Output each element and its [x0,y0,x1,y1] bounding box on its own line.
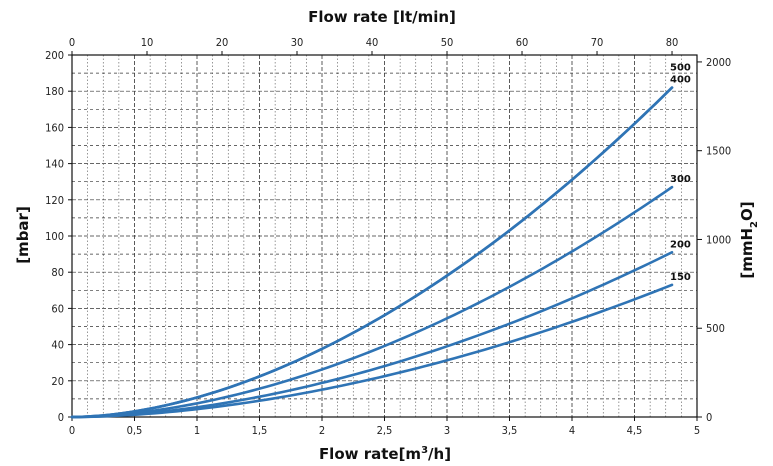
left-axis-title: [mbar] [14,206,32,264]
curve-label-400: 400 [670,75,691,86]
curves [70,86,674,419]
bottom-tick-label: 5 [694,424,700,437]
left-tick-label: 200 [45,49,64,62]
bottom-tick-label: 4 [569,424,575,437]
grid [72,55,697,417]
bottom-tick-label: 3,5 [502,424,518,437]
bottom-tick-label: 2,5 [377,424,393,437]
right-axis-title-end: O] [738,201,756,221]
left-tick-label: 80 [51,266,64,279]
curve-label-150: 150 [670,272,691,283]
bottom-tick-label: 3 [444,424,450,437]
left-tick-label: 120 [45,194,64,207]
curve-150 [70,283,674,419]
curve-400 [70,86,674,419]
bottom-axis-title-main: Flow rate[m [319,445,421,463]
left-tick-label: 0 [58,411,64,424]
bottom-axis-title: Flow rate[m3/h] [319,445,451,463]
curve-label-500: 500 [670,63,691,74]
right-axis-title-sub: 2 [749,221,760,228]
curve-500 [70,86,674,419]
top-tick-label: 40 [366,36,379,49]
bottom-tick-label: 2 [319,424,325,437]
left-tick-label: 140 [45,158,64,171]
top-tick-label: 60 [516,36,529,49]
top-tick-label: 20 [216,36,229,49]
left-tick-label: 40 [51,339,64,352]
top-axis-title: Flow rate [lt/min] [308,8,456,26]
bottom-axis-title-sup: 3 [421,445,428,456]
top-tick-label: 0 [69,36,75,49]
curve-200 [70,250,674,419]
bottom-axis-title-end: /h] [428,445,451,463]
top-tick-label: 50 [441,36,454,49]
top-tick-label: 10 [141,36,154,49]
axes [68,51,702,421]
top-tick-label: 70 [591,36,604,49]
left-tick-label: 60 [51,302,64,315]
curve-300 [70,185,674,419]
left-tick-label: 100 [45,230,64,243]
curve-label-200: 200 [670,239,691,250]
left-tick-label: 180 [45,85,64,98]
bottom-tick-label: 1,5 [252,424,268,437]
right-tick-label: 500 [706,322,725,335]
bottom-tick-label: 0,5 [127,424,143,437]
bottom-tick-label: 4,5 [627,424,643,437]
left-tick-label: 160 [45,121,64,134]
left-tick-label: 20 [51,375,64,388]
tick-labels: 0 0,5 1 1,5 2 2,5 3 3,5 4 4,5 50 10 20 30 40 50 60 70 8002… [45,36,731,437]
top-tick-label: 30 [291,36,304,49]
right-tick-label: 2000 [706,56,731,69]
right-axis-title: [mmH2O] [738,201,760,278]
bottom-tick-label: 0 [69,424,75,437]
bottom-tick-label: 1 [194,424,200,437]
right-tick-label: 0 [706,411,712,424]
curve-label-300: 300 [670,174,691,185]
right-tick-label: 1000 [706,233,731,246]
right-tick-label: 1500 [706,145,731,158]
right-axis-title-main: [mmH [738,228,756,279]
top-tick-label: 80 [666,36,679,49]
